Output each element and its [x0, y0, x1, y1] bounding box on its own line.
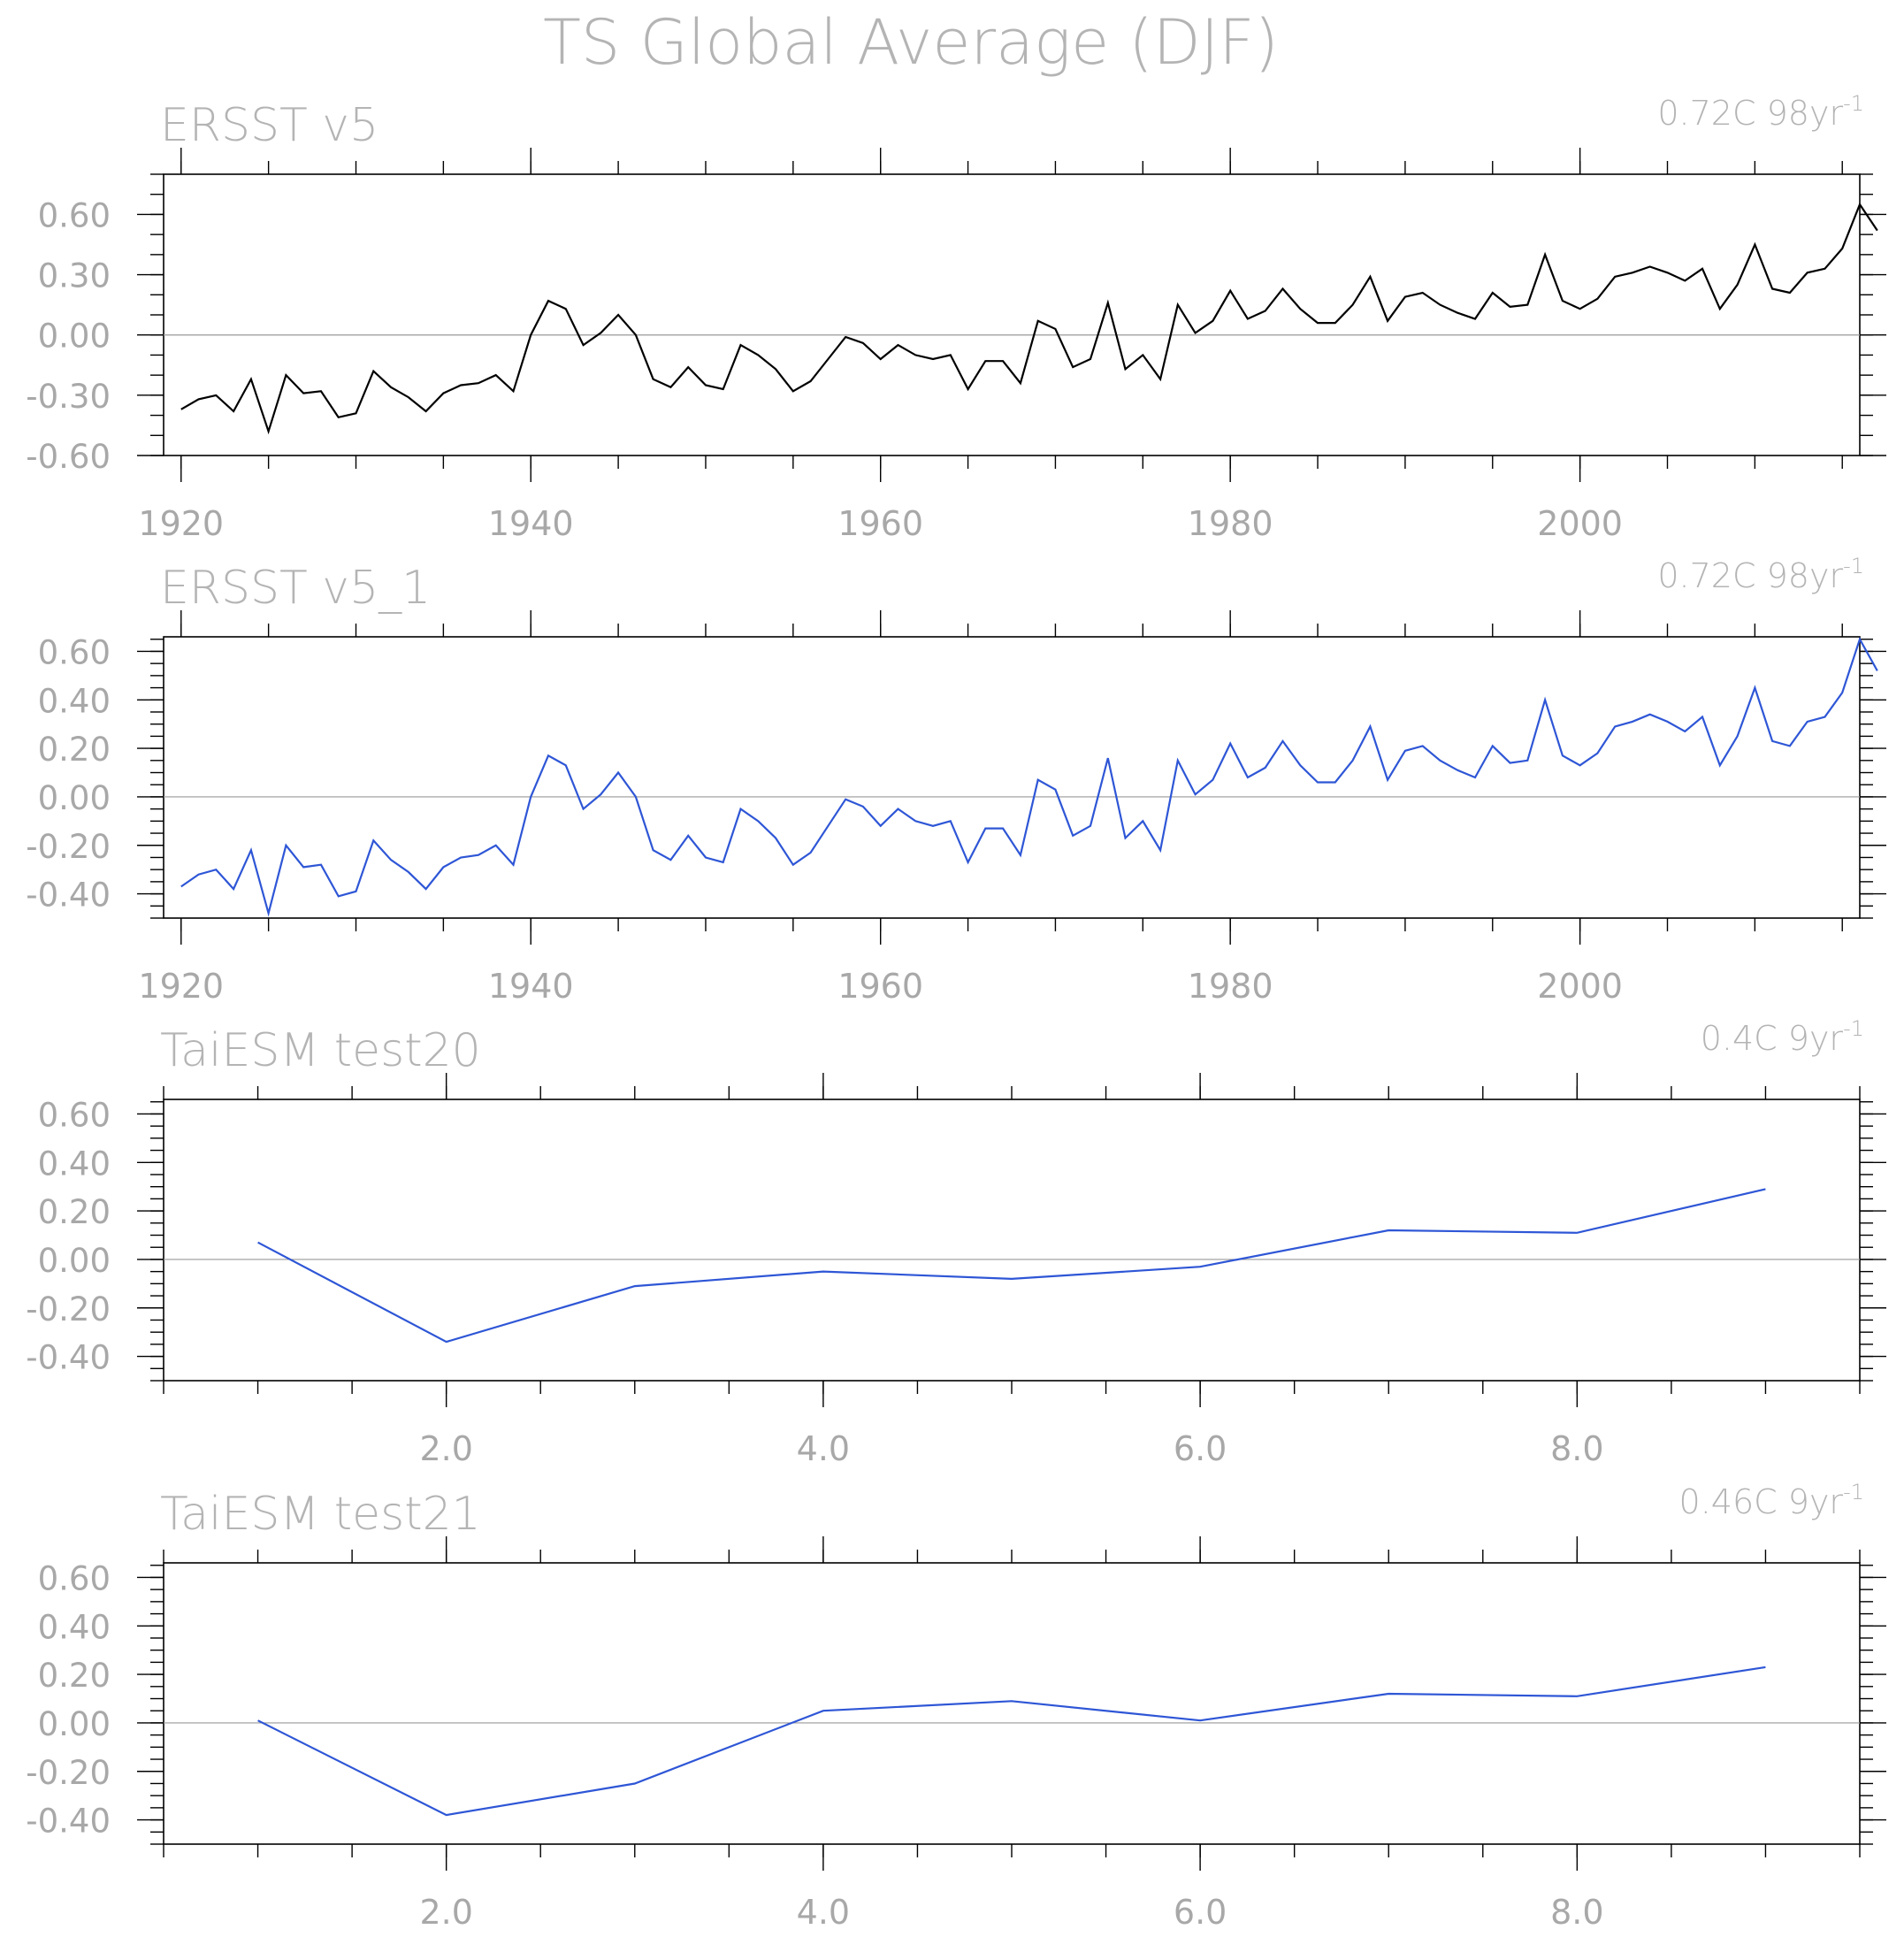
y-tick-label: -0.20	[26, 1754, 111, 1792]
y-tick-label: 0.00	[38, 779, 111, 817]
panel-title: TaiESM test21	[160, 1488, 481, 1541]
y-tick-label: 0.20	[38, 1193, 111, 1231]
y-tick-label: -0.40	[26, 877, 111, 915]
annotation-text: 0.46C 9yr	[1679, 1482, 1844, 1521]
plot-frame	[163, 1562, 1861, 1845]
panels: ERSST v5 0.72C 98yr-1-0.60-0.300.000.300.…	[26, 91, 1886, 1932]
y-tick-label: 0.40	[38, 1145, 111, 1183]
x-tick-label: 2000	[1537, 967, 1623, 1006]
x-tick-label: 4.0	[797, 1893, 850, 1932]
panel-2: ERSST v5_1 0.72C 98yr-1 -0.40 -0.20 0.00 0.20…	[26, 554, 1886, 1006]
y-tick-label: 0.60	[38, 1559, 111, 1597]
figure-title: TS Global Average (DJF)	[543, 6, 1279, 79]
plot-frame	[163, 173, 1861, 456]
y-tick-label: 0.60	[38, 1096, 111, 1134]
annotation-text: 0.72C 98yr	[1657, 556, 1843, 595]
x-tick-label: 1980	[1188, 504, 1273, 543]
annotation-superscript: -1	[1843, 91, 1864, 116]
x-tick-label: 8.0	[1550, 1429, 1603, 1468]
panel-title: TaiESM test20	[160, 1024, 481, 1077]
plot-frame	[163, 1099, 1861, 1382]
y-tick-label: 0.00	[38, 1705, 111, 1743]
annotation-text: 0.72C 98yr	[1657, 94, 1843, 133]
series-line	[257, 1665, 1766, 1817]
x-tick-label: 1980	[1188, 967, 1273, 1006]
y-tick-label: -0.40	[26, 1803, 111, 1841]
annotation-superscript: -1	[1843, 1480, 1864, 1504]
series-line	[257, 1188, 1766, 1344]
y-tick-label: -0.40	[26, 1339, 111, 1377]
x-tick-label: 1960	[837, 504, 923, 543]
panel-title: ERSST v5_1	[160, 562, 431, 615]
x-tick-label: 1960	[837, 967, 923, 1006]
y-tick-label: -0.30	[26, 378, 111, 416]
annotation-superscript: -1	[1843, 554, 1864, 578]
annotation-text: 0.4C 9yr	[1701, 1019, 1844, 1058]
panel-annotation: 0.72C 98yr-1	[1657, 91, 1864, 133]
y-tick-label: -0.20	[26, 1290, 111, 1328]
panel-annotation: 0.72C 98yr-1	[1657, 554, 1864, 595]
annotation-superscript: -1	[1843, 1016, 1864, 1041]
y-tick-label: 0.40	[38, 1608, 111, 1646]
panel-4: TaiESM test21 0.46C 9yr-1 -0.40 -0.20 0.00 0.…	[26, 1480, 1886, 1932]
x-tick-label: 2000	[1537, 504, 1623, 543]
panel-annotation: 0.4C 9yr-1	[1701, 1016, 1864, 1058]
x-tick-label: 2.0	[419, 1893, 472, 1932]
panel-annotation: 0.46C 9yr-1	[1679, 1480, 1864, 1521]
y-tick-label: -0.60	[26, 438, 111, 476]
y-tick-label: 0.20	[38, 731, 111, 769]
y-tick-label: 0.20	[38, 1657, 111, 1695]
x-tick-label: 6.0	[1174, 1893, 1227, 1932]
x-tick-label: 1920	[138, 967, 224, 1006]
series-line	[180, 202, 1878, 435]
panel-title: ERSST v5	[160, 99, 379, 152]
y-tick-label: 0.00	[38, 1242, 111, 1280]
x-tick-label: 1940	[488, 504, 574, 543]
y-tick-label: -0.20	[26, 828, 111, 866]
series-line	[180, 636, 1878, 917]
y-tick-label: 0.40	[38, 682, 111, 720]
x-tick-label: 1940	[488, 967, 574, 1006]
x-tick-label: 6.0	[1174, 1429, 1227, 1468]
x-tick-label: 1920	[138, 504, 224, 543]
y-tick-label: 0.00	[38, 318, 111, 356]
y-tick-label: 0.60	[38, 633, 111, 671]
x-tick-label: 2.0	[419, 1429, 472, 1468]
x-tick-label: 8.0	[1550, 1893, 1603, 1932]
x-tick-label: 4.0	[797, 1429, 850, 1468]
y-tick-label: 0.30	[38, 257, 111, 295]
panel-3: TaiESM test20 0.4C 9yr-1 -0.40 -0.20 0.00 0.2…	[26, 1016, 1886, 1468]
y-tick-label: 0.60	[38, 196, 111, 234]
panel-1: ERSST v5 0.72C 98yr-1 -0.60 -0.30 0.00 0.30 0.…	[26, 91, 1886, 543]
plot-frame	[163, 636, 1861, 919]
